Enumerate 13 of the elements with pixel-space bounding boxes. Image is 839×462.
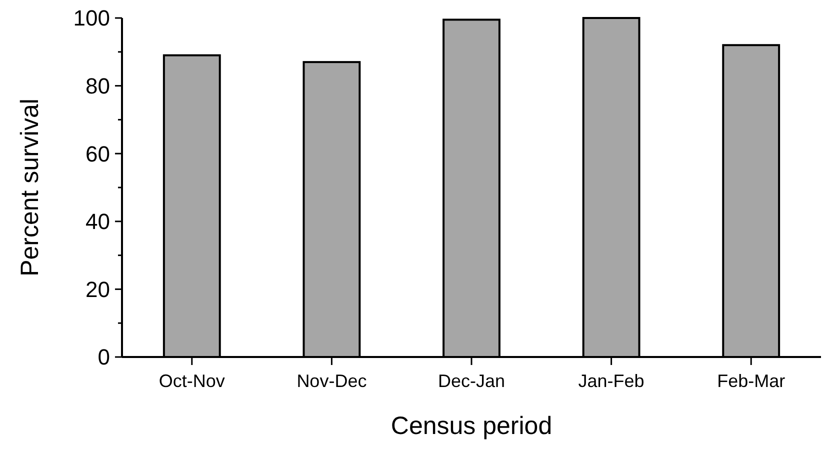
x-tick-label: Jan-Feb <box>578 371 644 391</box>
y-tick-label: 100 <box>73 6 110 31</box>
y-axis-title: Percent survival <box>16 98 44 276</box>
y-tick-label: 40 <box>86 209 110 234</box>
x-tick-label: Oct-Nov <box>158 371 225 391</box>
y-tick-label: 0 <box>98 344 110 370</box>
y-tick-label: 60 <box>86 141 110 166</box>
x-tick-label: Feb-Mar <box>717 371 786 391</box>
y-tick-label: 20 <box>86 276 110 302</box>
x-tick-label: Dec-Jan <box>438 371 506 391</box>
y-tick-label: 80 <box>86 74 110 98</box>
x-tick-label: Nov-Dec <box>296 371 367 391</box>
x-axis-title: Census period <box>390 412 552 440</box>
